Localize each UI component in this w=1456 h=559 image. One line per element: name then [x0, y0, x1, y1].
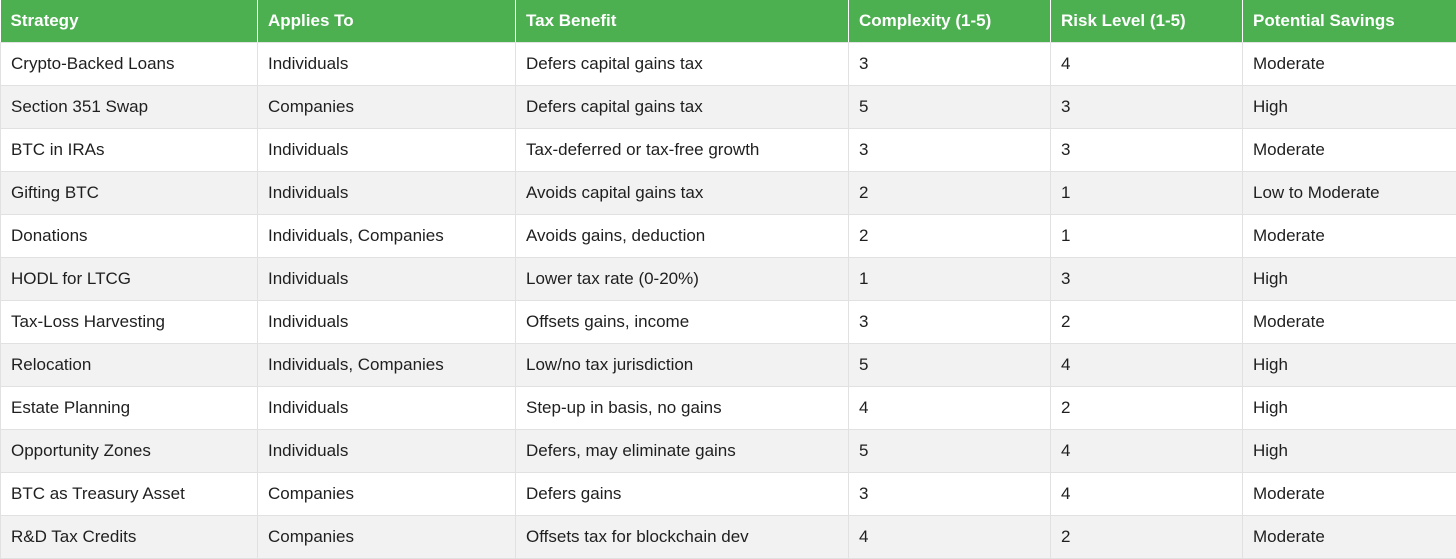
cell-potential-savings: Moderate [1243, 300, 1456, 343]
cell-strategy: Section 351 Swap [1, 85, 258, 128]
cell-potential-savings: Low to Moderate [1243, 171, 1456, 214]
header-complexity: Complexity (1-5) [849, 0, 1051, 42]
cell-risk-level: 3 [1051, 85, 1243, 128]
cell-complexity: 5 [849, 343, 1051, 386]
cell-applies-to: Individuals [258, 300, 516, 343]
cell-strategy: BTC as Treasury Asset [1, 472, 258, 515]
cell-tax-benefit: Step-up in basis, no gains [516, 386, 849, 429]
cell-complexity: 3 [849, 472, 1051, 515]
cell-tax-benefit: Avoids gains, deduction [516, 214, 849, 257]
cell-applies-to: Individuals [258, 171, 516, 214]
cell-tax-benefit: Offsets gains, income [516, 300, 849, 343]
cell-risk-level: 3 [1051, 128, 1243, 171]
cell-tax-benefit: Tax-deferred or tax-free growth [516, 128, 849, 171]
cell-applies-to: Individuals [258, 128, 516, 171]
cell-applies-to: Companies [258, 472, 516, 515]
cell-strategy: HODL for LTCG [1, 257, 258, 300]
cell-complexity: 3 [849, 300, 1051, 343]
table-header: Strategy Applies To Tax Benefit Complexi… [1, 0, 1456, 42]
cell-strategy: R&D Tax Credits [1, 515, 258, 558]
cell-strategy: BTC in IRAs [1, 128, 258, 171]
cell-strategy: Gifting BTC [1, 171, 258, 214]
header-tax-benefit: Tax Benefit [516, 0, 849, 42]
cell-complexity: 3 [849, 42, 1051, 85]
cell-potential-savings: Moderate [1243, 515, 1456, 558]
cell-risk-level: 4 [1051, 429, 1243, 472]
cell-tax-benefit: Defers capital gains tax [516, 42, 849, 85]
cell-risk-level: 3 [1051, 257, 1243, 300]
cell-risk-level: 2 [1051, 386, 1243, 429]
cell-complexity: 5 [849, 85, 1051, 128]
header-risk-level: Risk Level (1-5) [1051, 0, 1243, 42]
header-potential-savings: Potential Savings [1243, 0, 1456, 42]
cell-strategy: Crypto-Backed Loans [1, 42, 258, 85]
cell-risk-level: 1 [1051, 171, 1243, 214]
cell-tax-benefit: Lower tax rate (0-20%) [516, 257, 849, 300]
cell-tax-benefit: Offsets tax for blockchain dev [516, 515, 849, 558]
cell-strategy: Estate Planning [1, 386, 258, 429]
cell-risk-level: 2 [1051, 515, 1243, 558]
cell-risk-level: 2 [1051, 300, 1243, 343]
cell-potential-savings: High [1243, 386, 1456, 429]
cell-potential-savings: Moderate [1243, 42, 1456, 85]
cell-tax-benefit: Avoids capital gains tax [516, 171, 849, 214]
cell-complexity: 2 [849, 214, 1051, 257]
cell-risk-level: 1 [1051, 214, 1243, 257]
cell-strategy: Opportunity Zones [1, 429, 258, 472]
cell-applies-to: Individuals, Companies [258, 343, 516, 386]
header-strategy: Strategy [1, 0, 258, 42]
cell-tax-benefit: Defers, may eliminate gains [516, 429, 849, 472]
cell-applies-to: Individuals [258, 42, 516, 85]
cell-complexity: 2 [849, 171, 1051, 214]
cell-potential-savings: Moderate [1243, 128, 1456, 171]
cell-applies-to: Individuals [258, 386, 516, 429]
cell-potential-savings: High [1243, 343, 1456, 386]
cell-risk-level: 4 [1051, 472, 1243, 515]
cell-complexity: 5 [849, 429, 1051, 472]
cell-tax-benefit: Low/no tax jurisdiction [516, 343, 849, 386]
cell-potential-savings: High [1243, 257, 1456, 300]
cell-complexity: 4 [849, 386, 1051, 429]
cell-tax-benefit: Defers gains [516, 472, 849, 515]
cell-potential-savings: High [1243, 429, 1456, 472]
cell-applies-to: Companies [258, 85, 516, 128]
cell-risk-level: 4 [1051, 42, 1243, 85]
cell-strategy: Tax-Loss Harvesting [1, 300, 258, 343]
cell-potential-savings: Moderate [1243, 472, 1456, 515]
header-row: Strategy Applies To Tax Benefit Complexi… [1, 0, 1456, 42]
cell-risk-level: 4 [1051, 343, 1243, 386]
cell-complexity: 3 [849, 128, 1051, 171]
cell-applies-to: Individuals, Companies [258, 214, 516, 257]
cell-complexity: 1 [849, 257, 1051, 300]
cell-strategy: Donations [1, 214, 258, 257]
cell-complexity: 4 [849, 515, 1051, 558]
header-applies-to: Applies To [258, 0, 516, 42]
cell-applies-to: Individuals [258, 429, 516, 472]
cell-potential-savings: Moderate [1243, 214, 1456, 257]
cell-strategy: Relocation [1, 343, 258, 386]
cell-applies-to: Individuals [258, 257, 516, 300]
cell-potential-savings: High [1243, 85, 1456, 128]
cell-tax-benefit: Defers capital gains tax [516, 85, 849, 128]
cell-applies-to: Companies [258, 515, 516, 558]
